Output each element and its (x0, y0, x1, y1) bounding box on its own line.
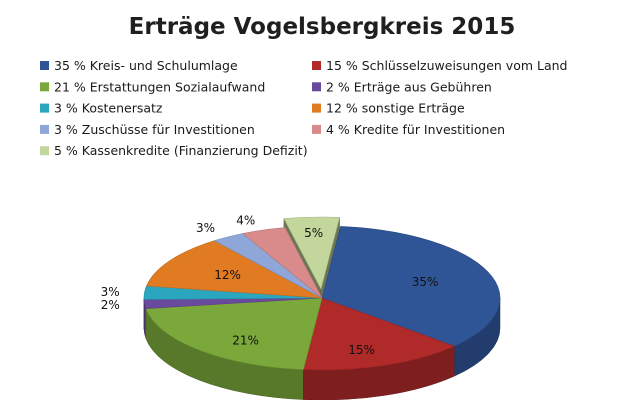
legend-label-8: 5 % Kassenkredite (Finanzierung Defizit) (54, 143, 308, 158)
legend-label-3: 2 % Erträge aus Gebühren (326, 79, 492, 94)
legend: 35 % Kreis- und Schulumlage 15 % Schlüsse… (40, 58, 567, 158)
legend-label-1: 15 % Schlüsselzuweisungen vom Land (326, 58, 567, 73)
slice-2 (145, 297, 323, 370)
legend-swatch-6 (40, 124, 49, 134)
data-label-2: 21% (232, 334, 259, 348)
data-label-4: 3% (101, 285, 120, 299)
legend-swatch-0 (40, 61, 49, 70)
slice-5 (146, 240, 323, 299)
data-label-1: 15% (348, 343, 375, 357)
legend-swatch-1 (312, 61, 321, 70)
legend-label-2: 21 % Erstattungen Sozialaufwand (54, 79, 265, 94)
data-label-5: 12% (214, 268, 241, 282)
data-label-7: 4% (236, 213, 255, 227)
data-labels: 35%15%21%2%3%12%3%4%5% (101, 213, 439, 357)
pie-3d (143, 216, 501, 400)
slice-1 (303, 297, 456, 371)
chart-title: Erträge Vogelsbergkreis 2015 (129, 14, 516, 40)
data-label-6: 3% (196, 221, 215, 235)
data-label-8: 5% (304, 226, 323, 240)
data-label-0: 35% (412, 275, 439, 289)
data-label-3: 2% (101, 298, 120, 312)
legend-swatch-7 (312, 124, 321, 134)
legend-swatch-3 (312, 82, 321, 92)
legend-swatch-2 (40, 82, 49, 92)
slice-8 (283, 216, 340, 290)
legend-label-6: 3 % Zuschüsse für Investitionen (54, 122, 255, 137)
legend-label-4: 3 % Kostenersatz (54, 101, 163, 116)
slice-0 (321, 226, 501, 347)
legend-swatch-5 (312, 103, 321, 113)
legend-label-5: 12 % sonstige Erträge (326, 101, 465, 116)
legend-label-7: 4 % Kredite für Investitionen (326, 122, 505, 137)
legend-swatch-8 (40, 146, 49, 156)
legend-label-0: 35 % Kreis- und Schulumlage (54, 58, 238, 73)
legend-swatch-4 (40, 103, 49, 113)
slice-7 (242, 227, 323, 299)
